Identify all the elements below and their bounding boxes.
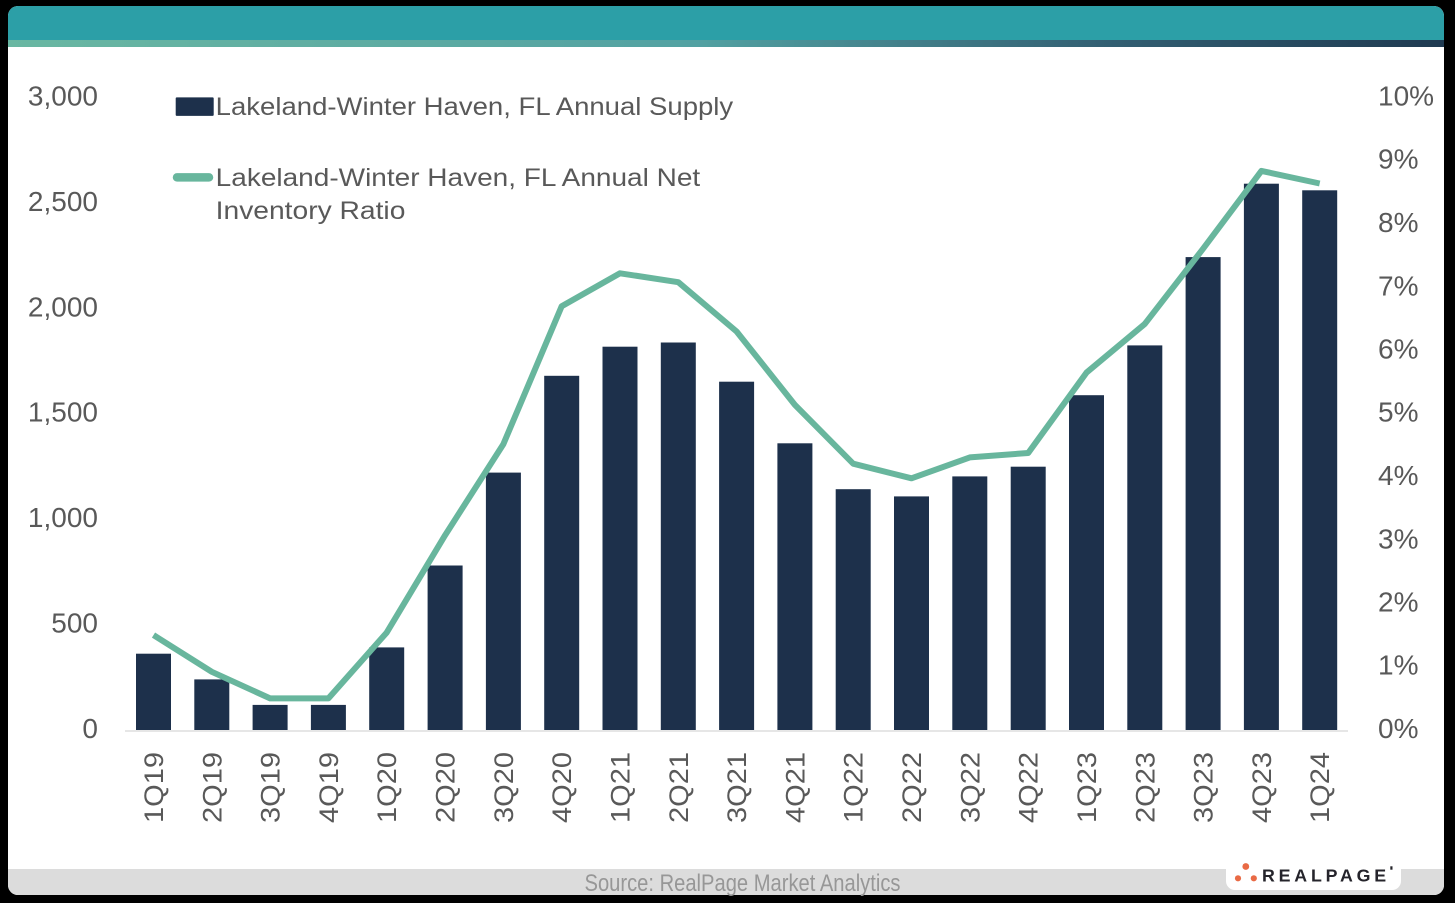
svg-text:2Q20: 2Q20	[431, 752, 461, 823]
svg-text:4%: 4%	[1378, 460, 1418, 491]
svg-text:3Q23: 3Q23	[1189, 752, 1219, 823]
svg-text:1,000: 1,000	[28, 502, 98, 533]
svg-text:2,000: 2,000	[28, 291, 98, 322]
svg-text:8%: 8%	[1378, 207, 1418, 238]
svg-text:3Q19: 3Q19	[256, 752, 286, 823]
svg-text:Lakeland-Winter Haven, FL Annu: Lakeland-Winter Haven, FL Annual Net	[216, 164, 701, 192]
svg-text:1%: 1%	[1378, 650, 1418, 681]
svg-text:2Q22: 2Q22	[897, 752, 927, 823]
svg-text:4Q23: 4Q23	[1247, 752, 1277, 823]
svg-text:4Q22: 4Q22	[1014, 752, 1044, 823]
svg-text:1,500: 1,500	[28, 397, 98, 428]
svg-text:1Q20: 1Q20	[372, 752, 402, 823]
svg-text:2Q19: 2Q19	[197, 752, 227, 823]
svg-text:1Q22: 1Q22	[839, 752, 869, 823]
svg-text:4Q20: 4Q20	[547, 752, 577, 823]
svg-text:5%: 5%	[1378, 397, 1418, 428]
svg-text:2Q23: 2Q23	[1130, 752, 1160, 823]
svg-text:4Q21: 4Q21	[780, 752, 810, 823]
svg-text:4Q19: 4Q19	[314, 752, 344, 823]
svg-text:1Q24: 1Q24	[1305, 752, 1335, 823]
svg-text:2Q21: 2Q21	[664, 752, 694, 823]
svg-text:6%: 6%	[1378, 334, 1418, 365]
svg-text:1Q21: 1Q21	[606, 752, 636, 823]
svg-text:3Q21: 3Q21	[722, 752, 752, 823]
svg-text:3Q22: 3Q22	[955, 752, 985, 823]
svg-text:1Q19: 1Q19	[139, 752, 169, 823]
svg-text:500: 500	[51, 608, 98, 639]
svg-text:1Q23: 1Q23	[1072, 752, 1102, 823]
svg-text:0: 0	[82, 713, 98, 744]
svg-text:10%: 10%	[1378, 81, 1434, 112]
svg-text:3,000: 3,000	[28, 81, 98, 112]
svg-text:7%: 7%	[1378, 270, 1418, 301]
svg-text:3Q20: 3Q20	[489, 752, 519, 823]
svg-text:9%: 9%	[1378, 144, 1418, 175]
svg-text:Source: RealPage Market Analyt: Source: RealPage Market Analytics	[585, 870, 901, 897]
svg-text:0%: 0%	[1378, 713, 1418, 744]
svg-text:REALPAGE: REALPAGE	[1262, 866, 1390, 886]
svg-text:Inventory Ratio: Inventory Ratio	[216, 197, 406, 225]
svg-text:2%: 2%	[1378, 587, 1418, 618]
svg-text:3%: 3%	[1378, 523, 1418, 554]
svg-text:Lakeland-Winter Haven, FL Annu: Lakeland-Winter Haven, FL Annual Supply	[216, 93, 734, 121]
svg-text:2,500: 2,500	[28, 186, 98, 217]
